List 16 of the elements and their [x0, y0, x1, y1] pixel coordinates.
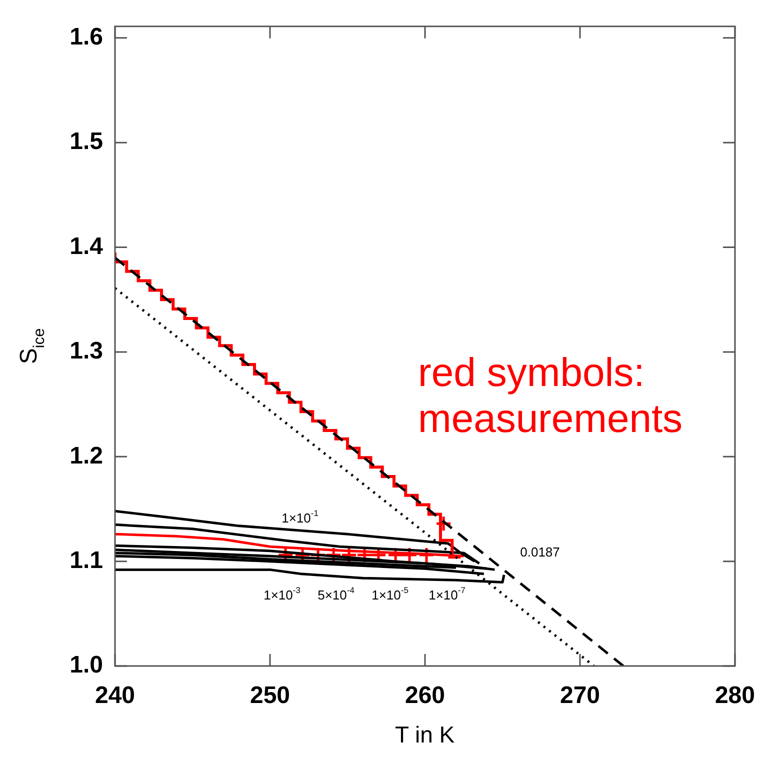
- x-tick-label: 260: [404, 682, 446, 710]
- annotation: red symbols: measurements: [418, 351, 683, 442]
- y-tick-label: 1.4: [70, 232, 104, 260]
- x-tick-label: 280: [714, 682, 755, 710]
- y-tick-label: 1.3: [70, 338, 103, 365]
- x-tick-label: 250: [250, 682, 290, 710]
- y-tick-label: 1.6: [70, 24, 103, 51]
- y-tick-label: 1.0: [70, 652, 103, 679]
- x-axis-title: T in K: [394, 721, 456, 748]
- y-axis-title: Sice: [16, 328, 48, 364]
- x-tick-label: 270: [560, 682, 600, 710]
- y-tick-label: 1.5: [70, 128, 103, 156]
- y-tick-label: 1.1: [70, 546, 103, 574]
- y-tick-label: 1.2: [70, 442, 103, 470]
- x-tick-label: 240: [94, 682, 136, 710]
- annotation: 0.0187: [520, 544, 560, 560]
